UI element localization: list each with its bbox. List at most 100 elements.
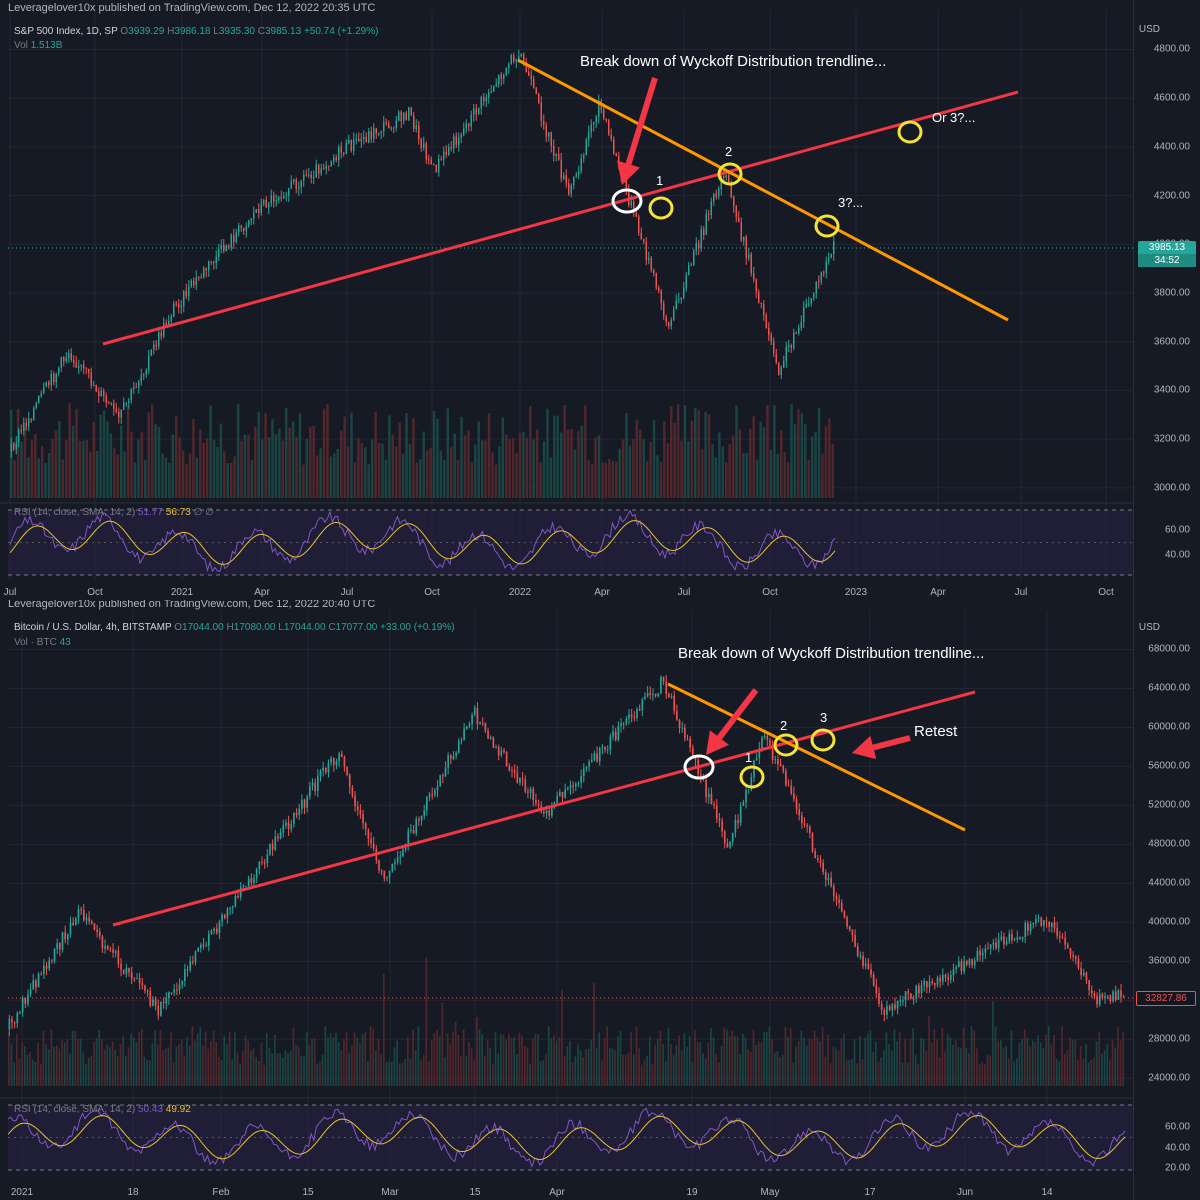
volume-bar	[356, 1037, 359, 1086]
candle-body	[548, 132, 550, 137]
candle-body	[208, 261, 210, 271]
candle-body	[303, 174, 305, 181]
price-tick-label: 36000.00	[1148, 955, 1190, 967]
candle-body	[625, 177, 627, 190]
candle-body	[476, 707, 479, 725]
candle-body	[613, 138, 615, 154]
volume-bar	[666, 443, 669, 498]
candle-body	[368, 131, 370, 142]
annotation-point-1: 1	[656, 173, 664, 188]
candle-body	[763, 735, 766, 738]
volume-bar	[405, 413, 408, 498]
volume-bar	[505, 434, 508, 498]
btc-chart-panel[interactable]: Leveragelover10x published on TradingVie…	[0, 600, 1200, 1200]
volume-bar	[321, 1055, 324, 1086]
symbol-name[interactable]: Bitcoin / U.S. Dollar, 4h, BITSTAMP	[14, 622, 172, 633]
candle-body	[85, 917, 88, 921]
time-tick-label: 2021	[10, 1187, 34, 1198]
volume-bar	[192, 419, 195, 498]
volume-bar	[835, 1048, 837, 1086]
candle-body	[125, 402, 127, 404]
volume-bar	[66, 1039, 69, 1086]
volume-bar	[26, 1054, 29, 1086]
volume-bar	[289, 1051, 292, 1086]
volume-bar	[429, 448, 432, 498]
uptrend-line	[112, 690, 976, 927]
candle-body	[154, 999, 157, 1006]
volume-bar	[646, 1055, 648, 1086]
volume-bar	[1085, 1043, 1087, 1086]
volume-bar	[688, 1035, 691, 1086]
price-axis[interactable]: USD	[1133, 0, 1200, 600]
sp500-chart-panel[interactable]: Leveragelover10x published on TradingVie…	[0, 0, 1200, 600]
volume-bar	[981, 1062, 984, 1086]
volume-bar	[150, 404, 154, 498]
candle-body	[489, 737, 492, 739]
volume-bar	[209, 405, 212, 498]
volume-bar	[44, 462, 47, 498]
candle-body	[230, 235, 232, 248]
candle-body	[981, 952, 984, 956]
candle-body	[665, 681, 668, 694]
candle-body	[955, 967, 957, 970]
candle-body	[818, 281, 820, 283]
volume-bar	[42, 1030, 45, 1086]
candle-body	[480, 97, 482, 109]
price-tick-label: 4800.00	[1153, 43, 1190, 55]
time-tick-label: 2023	[844, 587, 868, 598]
volume-bar	[760, 1042, 763, 1086]
volume-bar	[542, 1060, 545, 1086]
time-tick-label: Oct	[1098, 587, 1114, 598]
candle-body	[758, 291, 760, 303]
candle-body	[610, 134, 612, 139]
candle-body	[538, 93, 540, 103]
candle-body	[478, 108, 480, 114]
price-axis[interactable]: USD	[1133, 600, 1200, 1200]
candle-body	[902, 1000, 904, 1002]
candle-body	[497, 747, 500, 756]
candle-body	[165, 322, 167, 326]
volume-bar	[577, 431, 580, 498]
volume-bar	[185, 463, 188, 498]
volume-bar	[738, 429, 742, 498]
volume-bar	[627, 1052, 630, 1086]
volume-bar	[1029, 1046, 1031, 1086]
volume-bar	[556, 415, 559, 498]
candle-body	[500, 750, 503, 756]
volume-bar	[23, 426, 27, 498]
candle-body	[730, 183, 732, 197]
candle-body	[867, 963, 870, 970]
rsi-label: RSI (14, close, SMA, 14, 2)	[14, 507, 136, 518]
candle-body	[503, 750, 505, 752]
volume-bar	[417, 1026, 420, 1086]
candle-body	[250, 218, 252, 221]
price-tick-label: 4200.00	[1153, 190, 1190, 202]
volume-bar	[614, 1049, 617, 1086]
btc-chart-canvas[interactable]	[0, 600, 1200, 1200]
volume-bar	[106, 1044, 109, 1086]
candle-body	[93, 923, 96, 930]
volume-bar	[230, 462, 233, 498]
volume-bar	[244, 1035, 247, 1086]
symbol-name[interactable]: S&P 500 Index, 1D, SP	[14, 26, 118, 37]
volume-bar	[992, 1000, 994, 1086]
candle-body	[364, 823, 367, 830]
volume-bar	[505, 1040, 507, 1086]
candle-body	[65, 357, 67, 362]
volume-bar	[432, 411, 436, 498]
volume-bar	[218, 1056, 220, 1086]
volume-bar	[74, 1030, 77, 1086]
candle-body	[493, 86, 495, 92]
volume-bar	[305, 439, 309, 498]
sp500-chart-canvas[interactable]	[0, 0, 1200, 600]
time-tick-label: May	[760, 1187, 780, 1198]
volume-bar	[952, 1044, 954, 1086]
candle-body	[755, 279, 757, 292]
candle-body	[676, 710, 678, 720]
candle-body	[660, 677, 662, 694]
volume-bar	[745, 453, 749, 498]
candle-body	[434, 790, 436, 795]
candle-body	[698, 243, 700, 249]
volume-bar	[267, 437, 271, 498]
candle-body	[778, 362, 780, 375]
